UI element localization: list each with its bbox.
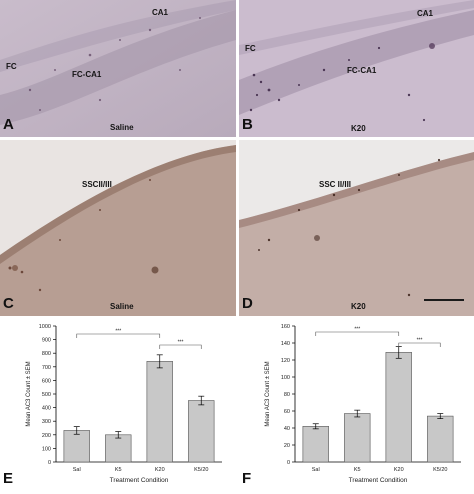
micrograph-panel-a: CA1 FC FC-CA1 Saline A: [0, 0, 236, 137]
treatment-label: Saline: [110, 123, 134, 132]
significance-bracket: [398, 342, 441, 347]
y-tick-label: 0: [287, 460, 290, 466]
bar-k5: [344, 413, 371, 463]
treatment-label: Saline: [110, 302, 134, 311]
y-tick-label: 400: [42, 406, 51, 412]
region-label-fc: FC: [6, 62, 17, 71]
y-tick-label: 40: [284, 426, 290, 432]
significance-label: ***: [417, 338, 423, 344]
significance-label: ***: [178, 340, 184, 346]
chart-e-svg: 0 100 200 300 400 500 600 700 800 900 1000 Sal K5 K20…: [26, 324, 222, 484]
region-label-fc: FC: [245, 44, 256, 53]
y-tick-label: 20: [284, 443, 290, 449]
y-tick-label: 600: [42, 378, 51, 384]
micrograph-b-image: [239, 0, 474, 137]
bar-sal: [63, 430, 90, 463]
bar-k5: [105, 434, 132, 463]
micrograph-panel-b: CA1 FC FC-CA1 K20 B: [239, 0, 474, 137]
y-tick-label: 700: [42, 365, 51, 371]
x-tick-label: Sal: [73, 467, 81, 473]
y-tick-label: 140: [281, 341, 290, 347]
x-tick-label: K5: [115, 467, 122, 473]
y-tick-label: 200: [42, 433, 51, 439]
bar-k20: [385, 352, 412, 463]
significance-label: ***: [115, 329, 121, 335]
x-tick-label: K5/20: [433, 467, 447, 473]
panel-letter: E: [3, 470, 14, 487]
y-tick-label: 1000: [39, 324, 51, 330]
treatment-label: K20: [351, 124, 366, 133]
bar-k20: [146, 361, 173, 463]
y-tick-label: 500: [42, 392, 51, 398]
panel-letter: F: [242, 470, 252, 487]
y-tick-label: 0: [48, 460, 51, 466]
panel-letter: B: [242, 116, 253, 133]
x-axis-label: Treatment Condition: [110, 477, 169, 484]
y-tick-label: 900: [42, 338, 51, 344]
x-axis-label: Treatment Condition: [349, 477, 408, 484]
x-tick-label: K5: [354, 467, 361, 473]
region-label-sscii-iii: SSCII/III: [82, 180, 112, 189]
x-tick-label: K5/20: [194, 467, 208, 473]
micrograph-d-image: [239, 140, 474, 316]
chart-f-svg: 0 20 40 60 80 100 120 140 160 Sal K5 K20 K5/20 *** ***…: [265, 324, 461, 484]
y-tick-label: 120: [281, 358, 290, 364]
x-tick-label: Sal: [312, 467, 320, 473]
bar-sal: [302, 426, 329, 463]
bar-k5-20: [427, 415, 454, 463]
significance-bracket: [76, 333, 161, 338]
y-axis-label: Mean AC3 Count ± SEM: [265, 361, 271, 426]
y-axis-label: Mean AC3 Count ± SEM: [26, 361, 32, 426]
y-tick-label: 800: [42, 351, 51, 357]
x-tick-label: K20: [394, 467, 404, 473]
panel-letter: A: [3, 116, 14, 133]
significance-bracket: [315, 331, 400, 336]
panel-letter: C: [3, 295, 14, 312]
micrograph-panel-d: SSC II/III K20 D: [239, 140, 474, 316]
y-tick-label: 300: [42, 419, 51, 425]
treatment-label: K20: [351, 302, 366, 311]
bar-chart-f: 0 20 40 60 80 100 120 140 160 Sal K5 K20 K5/20 *** ***…: [239, 318, 474, 489]
micrograph-panel-c: SSCII/III Saline C: [0, 140, 236, 316]
micrograph-a-image: [0, 0, 236, 137]
y-tick-label: 160: [281, 324, 290, 330]
bar-k5-20: [188, 400, 215, 463]
bar-chart-e: 0 100 200 300 400 500 600 700 800 900 1000 Sal K5 K20…: [0, 318, 236, 489]
region-label-ca1: CA1: [417, 9, 434, 18]
region-label-ssc-ii-iii: SSC II/III: [319, 180, 352, 189]
panel-letter: D: [242, 295, 253, 312]
significance-bracket: [159, 344, 202, 349]
y-tick-label: 100: [281, 375, 290, 381]
region-label-fc-ca1: FC-CA1: [72, 70, 102, 79]
micrograph-c-image: [0, 140, 236, 316]
y-tick-label: 80: [284, 392, 290, 398]
y-tick-label: 100: [42, 446, 51, 452]
region-label-fc-ca1: FC-CA1: [347, 66, 377, 75]
x-tick-label: K20: [155, 467, 165, 473]
region-label-ca1: CA1: [152, 8, 169, 17]
significance-label: ***: [354, 327, 360, 333]
y-tick-label: 60: [284, 409, 290, 415]
